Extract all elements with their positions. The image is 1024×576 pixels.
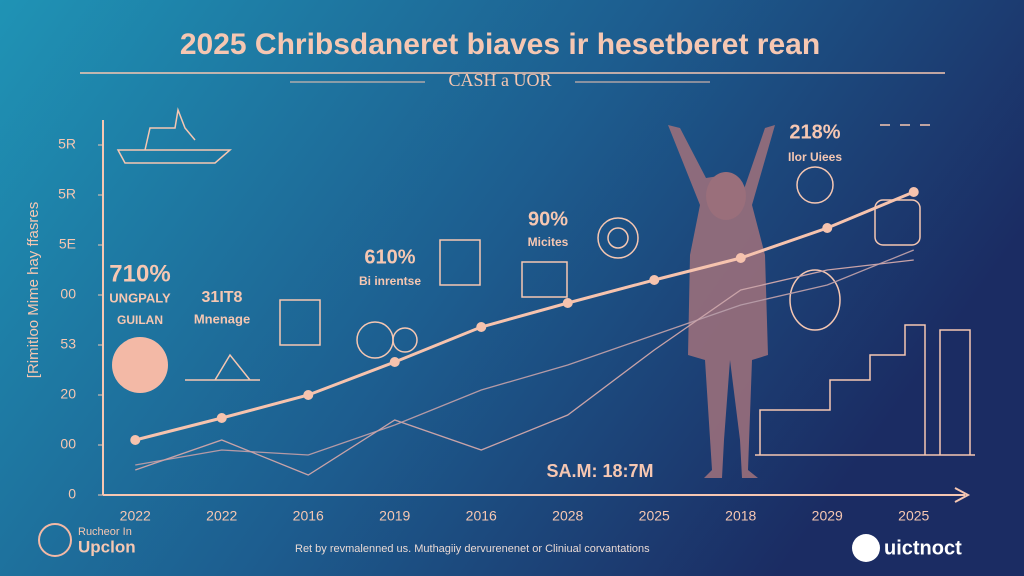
annotation: 90%	[528, 208, 568, 230]
brand-icon	[852, 534, 880, 562]
point	[216, 413, 227, 423]
icons	[116, 107, 975, 456]
annotation: GUILAN	[117, 313, 163, 327]
annotation: Micites	[528, 235, 569, 249]
woman-silhouette	[668, 125, 775, 478]
y-axis-label: [Rimitloo Mime hay ffasres	[25, 202, 42, 378]
annotation: SA.M: 18:7M	[546, 461, 653, 481]
y-tick-label: 00	[60, 436, 76, 452]
point	[908, 187, 919, 197]
y-tick-label: 53	[60, 336, 76, 352]
annotation: 610%	[364, 246, 415, 268]
caption: Ret by revmalenned us. Muthagiiy dervure…	[295, 543, 650, 555]
point	[735, 253, 746, 263]
y-tick-label: 0	[68, 486, 76, 502]
annotation: Mnenage	[194, 311, 250, 326]
x-tick-label: 2016	[466, 508, 497, 524]
x-tick-label: 2025	[639, 508, 670, 524]
x-tick-label: 2022	[120, 508, 151, 524]
icon-badge	[112, 337, 168, 393]
x-tick-label: 2029	[812, 508, 843, 524]
annotation: Bi inrentse	[359, 274, 421, 288]
x-tick-label: 2028	[552, 508, 583, 524]
footer-small: Rucheor In	[78, 526, 132, 538]
line	[135, 249, 914, 466]
y-tick-label: 5R	[58, 136, 76, 152]
subtitle: CASH a UOR	[448, 70, 551, 90]
annotation: UNGPALY	[109, 290, 171, 305]
annotation: 31IT8	[202, 289, 243, 306]
footer-big: Upclon	[78, 537, 136, 556]
annotation: Ilor Uiees	[788, 150, 842, 164]
y-tick-label: 5E	[59, 236, 76, 252]
brand: uictnoct	[884, 537, 962, 559]
point	[389, 357, 400, 367]
line	[134, 190, 915, 442]
x-tick-label: 2019	[379, 508, 410, 524]
logo-icon	[38, 523, 72, 557]
annotation: 218%	[789, 121, 840, 143]
annotation: 710%	[109, 260, 170, 287]
point	[562, 298, 573, 308]
x-tick-label: 2018	[725, 508, 756, 524]
y-tick-label: 00	[60, 286, 76, 302]
axes	[102, 120, 971, 503]
y-tick-label: 20	[60, 386, 76, 402]
point	[303, 390, 314, 400]
point	[649, 275, 660, 285]
x-tick-label: 2025	[898, 508, 929, 524]
point	[130, 435, 141, 445]
x-tick-label: 2016	[293, 508, 324, 524]
line	[135, 259, 914, 476]
point	[476, 322, 487, 332]
woman-head	[706, 172, 746, 220]
y-tick-label: 5R	[58, 186, 76, 202]
chart-title: 2025 Chribsdaneret biaves ir hesetberet …	[180, 28, 820, 61]
x-tick-label: 2022	[206, 508, 237, 524]
point	[822, 223, 833, 233]
